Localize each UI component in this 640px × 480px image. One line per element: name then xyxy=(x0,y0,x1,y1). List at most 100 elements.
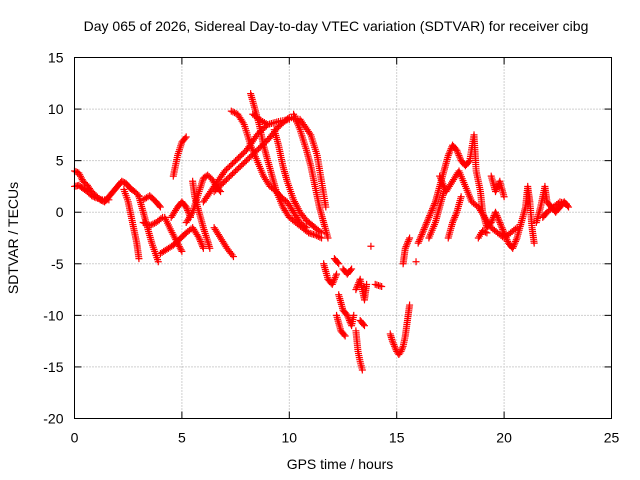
data-point xyxy=(196,236,204,244)
data-point xyxy=(322,203,330,211)
x-tick-label: 10 xyxy=(282,430,298,446)
data-point xyxy=(238,161,246,169)
data-point xyxy=(446,148,454,156)
data-point xyxy=(494,213,502,221)
data-point xyxy=(77,174,85,182)
data-point xyxy=(423,219,431,227)
data-point xyxy=(235,164,243,172)
data-point xyxy=(363,280,371,288)
x-tick-label: 15 xyxy=(389,430,405,446)
data-point xyxy=(335,260,343,268)
data-point xyxy=(235,154,243,162)
data-point xyxy=(182,133,190,141)
data-point xyxy=(334,258,342,266)
data-point xyxy=(154,258,162,266)
data-point xyxy=(178,247,186,255)
data-point xyxy=(414,239,422,247)
data-point xyxy=(245,154,253,162)
data-point xyxy=(255,145,263,153)
data-point xyxy=(367,242,375,250)
x-axis-label: GPS time / hours xyxy=(287,456,394,472)
data-point xyxy=(430,201,438,209)
data-point xyxy=(431,200,439,208)
data-point xyxy=(229,160,237,168)
data-point xyxy=(141,219,149,227)
data-point xyxy=(497,222,505,230)
data-point xyxy=(213,185,221,193)
data-point xyxy=(421,222,429,230)
data-point xyxy=(456,153,464,161)
y-tick-label: -20 xyxy=(43,411,63,427)
data-point xyxy=(225,173,233,181)
data-point xyxy=(423,217,431,225)
data-point xyxy=(340,331,348,339)
data-point xyxy=(227,171,235,179)
x-tick-label: 25 xyxy=(604,430,620,446)
data-point xyxy=(175,242,183,250)
data-point xyxy=(426,210,434,218)
data-point xyxy=(218,180,226,188)
data-point xyxy=(135,255,143,263)
data-point xyxy=(314,232,322,240)
data-point xyxy=(236,163,244,171)
data-point xyxy=(343,311,351,319)
data-point xyxy=(418,231,426,239)
y-tick-label: -5 xyxy=(51,256,64,272)
data-point xyxy=(229,170,237,178)
y-tick-label: -10 xyxy=(43,307,63,323)
data-point xyxy=(215,183,223,191)
y-axis-label: SDTVAR / TECUs xyxy=(5,182,21,294)
data-point xyxy=(391,342,399,350)
data-point xyxy=(332,272,340,280)
data-point xyxy=(509,244,517,252)
data-point xyxy=(358,366,366,374)
data-point xyxy=(500,193,508,201)
data-point xyxy=(146,222,154,230)
data-point xyxy=(345,315,353,323)
data-point xyxy=(425,213,433,221)
data-point xyxy=(224,174,232,182)
data-point xyxy=(424,215,432,223)
data-point xyxy=(302,224,310,232)
data-point xyxy=(492,188,500,196)
data-point xyxy=(427,208,435,216)
data-point xyxy=(222,165,230,173)
data-point xyxy=(403,239,411,247)
data-point xyxy=(183,205,191,213)
data-point xyxy=(391,344,399,352)
data-point xyxy=(449,217,457,225)
data-point xyxy=(341,332,349,340)
data-point xyxy=(212,186,220,194)
data-point xyxy=(77,172,85,180)
data-point xyxy=(301,222,309,230)
data-point xyxy=(229,253,237,261)
y-tick-label: 15 xyxy=(48,50,64,66)
data-point xyxy=(324,234,332,242)
grid-lines xyxy=(74,57,612,419)
data-point xyxy=(499,227,507,235)
x-tick-label: 5 xyxy=(178,430,186,446)
data-point xyxy=(406,301,414,309)
x-tick-label: 0 xyxy=(71,430,79,446)
data-point xyxy=(404,237,412,245)
data-point xyxy=(330,275,338,283)
data-point xyxy=(451,213,459,221)
y-tick-label: 5 xyxy=(56,153,64,169)
data-point xyxy=(530,239,538,247)
data-point xyxy=(228,251,236,259)
data-point xyxy=(512,236,520,244)
data-point xyxy=(416,234,424,242)
axis-ticks: 0 5 10 15 20 25 -20 -15 -10 -5 0 5 10 15 xyxy=(43,50,619,446)
data-point xyxy=(225,163,233,171)
data-point xyxy=(311,231,319,239)
data-point xyxy=(206,244,214,252)
data-point xyxy=(76,171,84,179)
data-point xyxy=(316,228,324,236)
data-point xyxy=(330,277,338,285)
data-point xyxy=(229,108,237,116)
data-point xyxy=(422,220,430,228)
y-tick-label: 10 xyxy=(48,101,64,117)
data-point xyxy=(493,184,501,192)
data-point xyxy=(421,224,429,232)
data-point xyxy=(91,193,99,201)
